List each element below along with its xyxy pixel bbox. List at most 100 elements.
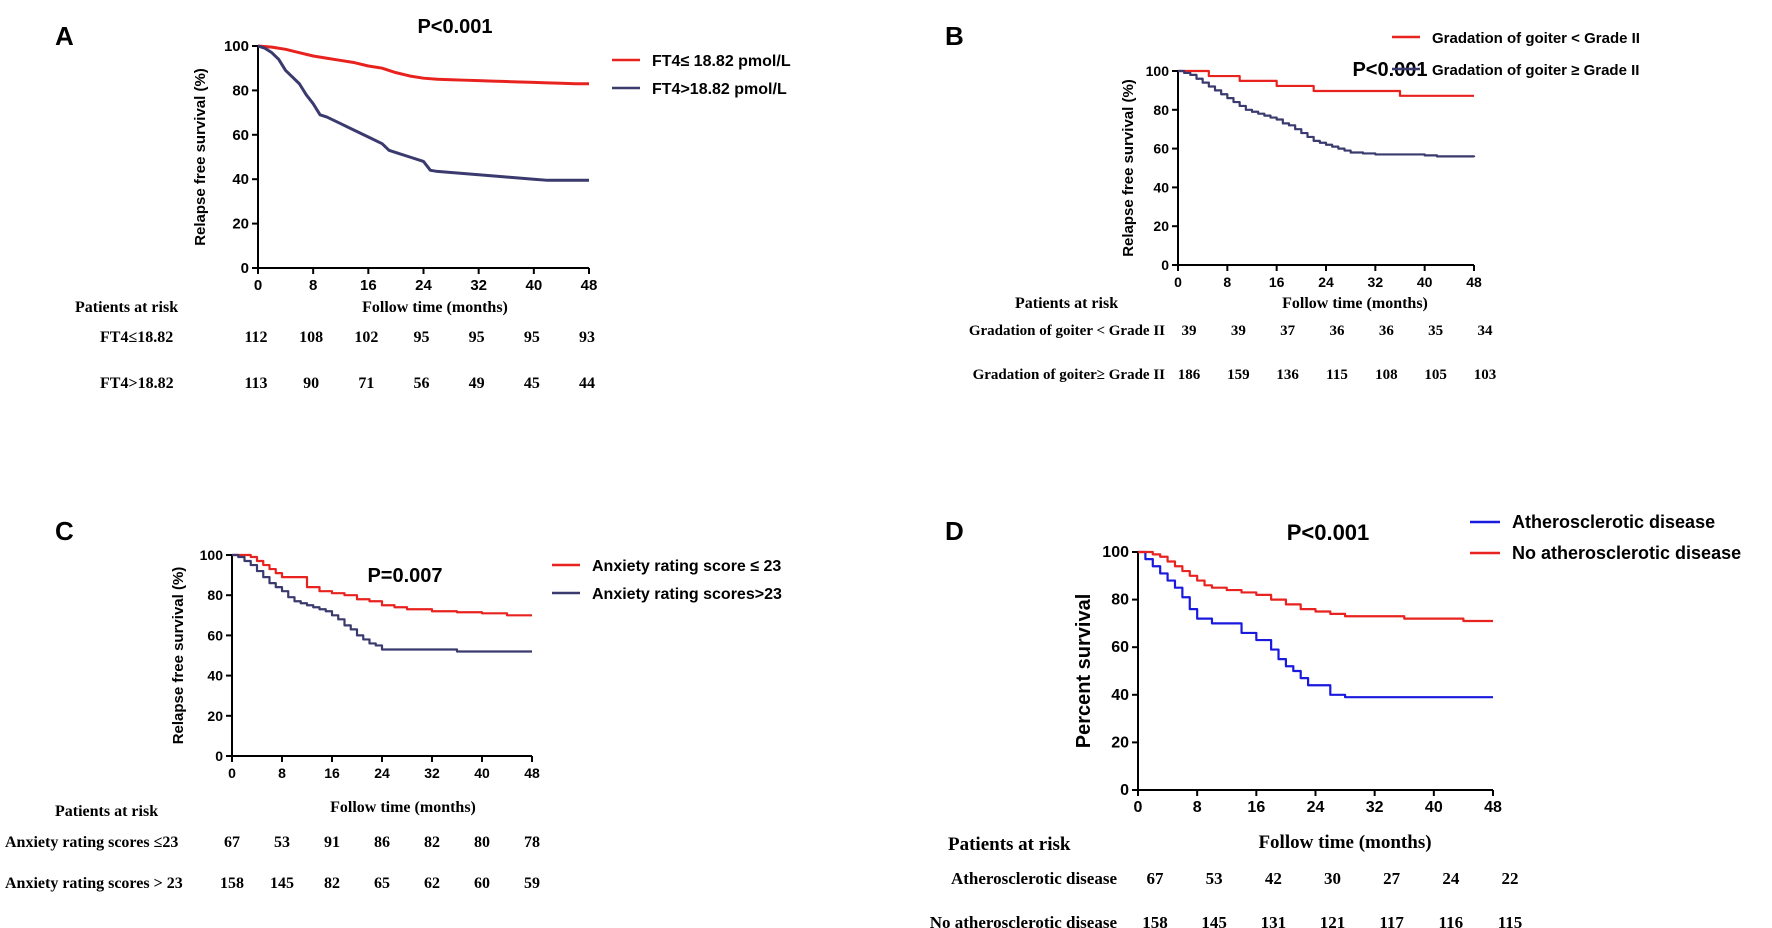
y-tick-label: 40 [1111,687,1129,704]
series-line-2 [1178,69,1476,158]
risk-table-header: Patients at risk [948,834,1071,855]
y-tick-label: 40 [207,668,223,684]
y-axis-label: Relapse free survival (%) [170,567,187,745]
y-tick-label: 0 [1161,257,1169,273]
risk-value: 39 [1182,323,1197,339]
risk-value: 36 [1330,323,1346,339]
risk-value: 95 [414,329,430,346]
risk-value: 108 [299,329,323,346]
x-tick-label: 24 [1318,274,1334,290]
risk-value: 45 [524,375,540,392]
y-tick-label: 80 [207,587,223,603]
series-line-2 [232,553,532,653]
risk-value: 67 [224,834,240,851]
y-tick-label: 20 [1111,734,1129,751]
x-tick-label: 8 [278,765,286,781]
risk-value: 49 [469,375,485,392]
x-tick-label: 0 [1134,799,1143,816]
legend-label: FT4≤ 18.82 pmol/L [652,53,791,70]
y-tick-label: 60 [1111,639,1129,656]
y-axis-label: Percent survival [1073,594,1095,749]
risk-value: 34 [1478,323,1494,339]
x-tick-label: 32 [424,765,440,781]
series-line-1 [1178,69,1474,97]
y-tick-label: 60 [1153,141,1169,157]
risk-value: 80 [474,834,490,851]
y-tick-label: 0 [1120,782,1129,799]
x-tick-label: 24 [1307,799,1325,816]
risk-value: 82 [324,875,340,892]
panel-label-a: A [55,21,74,51]
p-value-title: P<0.001 [1287,520,1370,545]
risk-row-label: Anxiety rating scores > 23 [5,875,183,892]
x-tick-label: 40 [1425,799,1443,816]
risk-value: 158 [220,875,244,892]
legend-label: Gradation of goiter < Grade II [1432,30,1640,47]
y-tick-label: 100 [1102,544,1129,561]
y-axis-label: Relapse free survival (%) [192,68,209,246]
risk-row-label: No atherosclerotic disease [930,913,1118,928]
risk-value: 136 [1276,367,1299,383]
legend-label: Atherosclerotic disease [1512,512,1715,532]
risk-value: 113 [244,375,267,392]
risk-value: 145 [270,875,294,892]
x-tick-label: 48 [581,277,598,294]
panel-label-d: D [945,516,964,546]
x-tick-label: 48 [1466,274,1482,290]
risk-value: 105 [1424,367,1447,383]
y-tick-label: 100 [200,547,224,563]
y-tick-label: 20 [232,216,249,233]
y-tick-label: 20 [1153,218,1169,234]
risk-value: 117 [1379,913,1404,928]
risk-value: 44 [579,375,595,392]
series-line-1 [1138,550,1493,699]
risk-value: 65 [374,875,390,892]
risk-value: 93 [579,329,595,346]
series-line-2 [1138,550,1493,623]
risk-value: 86 [374,834,390,851]
y-tick-label: 80 [232,82,249,99]
series-line-1 [257,44,589,86]
risk-value: 22 [1502,869,1519,888]
y-tick-label: 80 [1153,102,1169,118]
x-tick-label: 40 [474,765,490,781]
series-line-1 [232,553,532,617]
y-tick-label: 60 [232,127,249,144]
risk-value: 115 [1498,913,1523,928]
x-tick-label: 16 [324,765,340,781]
risk-row-label: Atherosclerotic disease [951,869,1117,888]
legend-label: FT4>18.82 pmol/L [652,81,787,98]
risk-value: 53 [274,834,290,851]
legend-label: Anxiety rating scores>23 [592,586,782,603]
risk-value: 115 [1326,367,1348,383]
panel-label-b: B [945,21,964,51]
y-tick-label: 100 [1146,63,1170,79]
x-tick-label: 32 [470,277,487,294]
risk-value: 27 [1383,869,1401,888]
legend-label: No atherosclerotic disease [1512,543,1741,563]
y-tick-label: 40 [232,171,249,188]
risk-value: 82 [424,834,440,851]
x-axis-label: Follow time (months) [362,299,508,316]
risk-table-header: Patients at risk [1015,295,1118,312]
x-tick-label: 0 [228,765,236,781]
risk-table-header: Patients at risk [55,803,158,820]
risk-value: 59 [524,875,540,892]
chart-d: 0 8 16 24 32 40 48 0 20 40 60 80 100 Percent survival… [930,512,1741,928]
x-tick-label: 0 [1174,274,1182,290]
x-tick-label: 24 [374,765,390,781]
risk-value: 108 [1375,367,1398,383]
risk-value: 78 [524,834,540,851]
chart-b: 0 8 16 24 32 40 48 0 20 40 60 80 100 Relapse free sur… [969,30,1640,383]
risk-value: 145 [1201,913,1227,928]
risk-value: 53 [1206,869,1223,888]
x-tick-label: 8 [1193,799,1202,816]
y-tick-label: 0 [215,748,223,764]
risk-row-label: FT4>18.82 [100,375,174,392]
x-tick-label: 16 [1269,274,1285,290]
x-tick-label: 24 [415,277,432,294]
x-tick-label: 8 [309,277,317,294]
risk-value: 30 [1324,869,1341,888]
x-axis-label: Follow time (months) [330,799,476,816]
